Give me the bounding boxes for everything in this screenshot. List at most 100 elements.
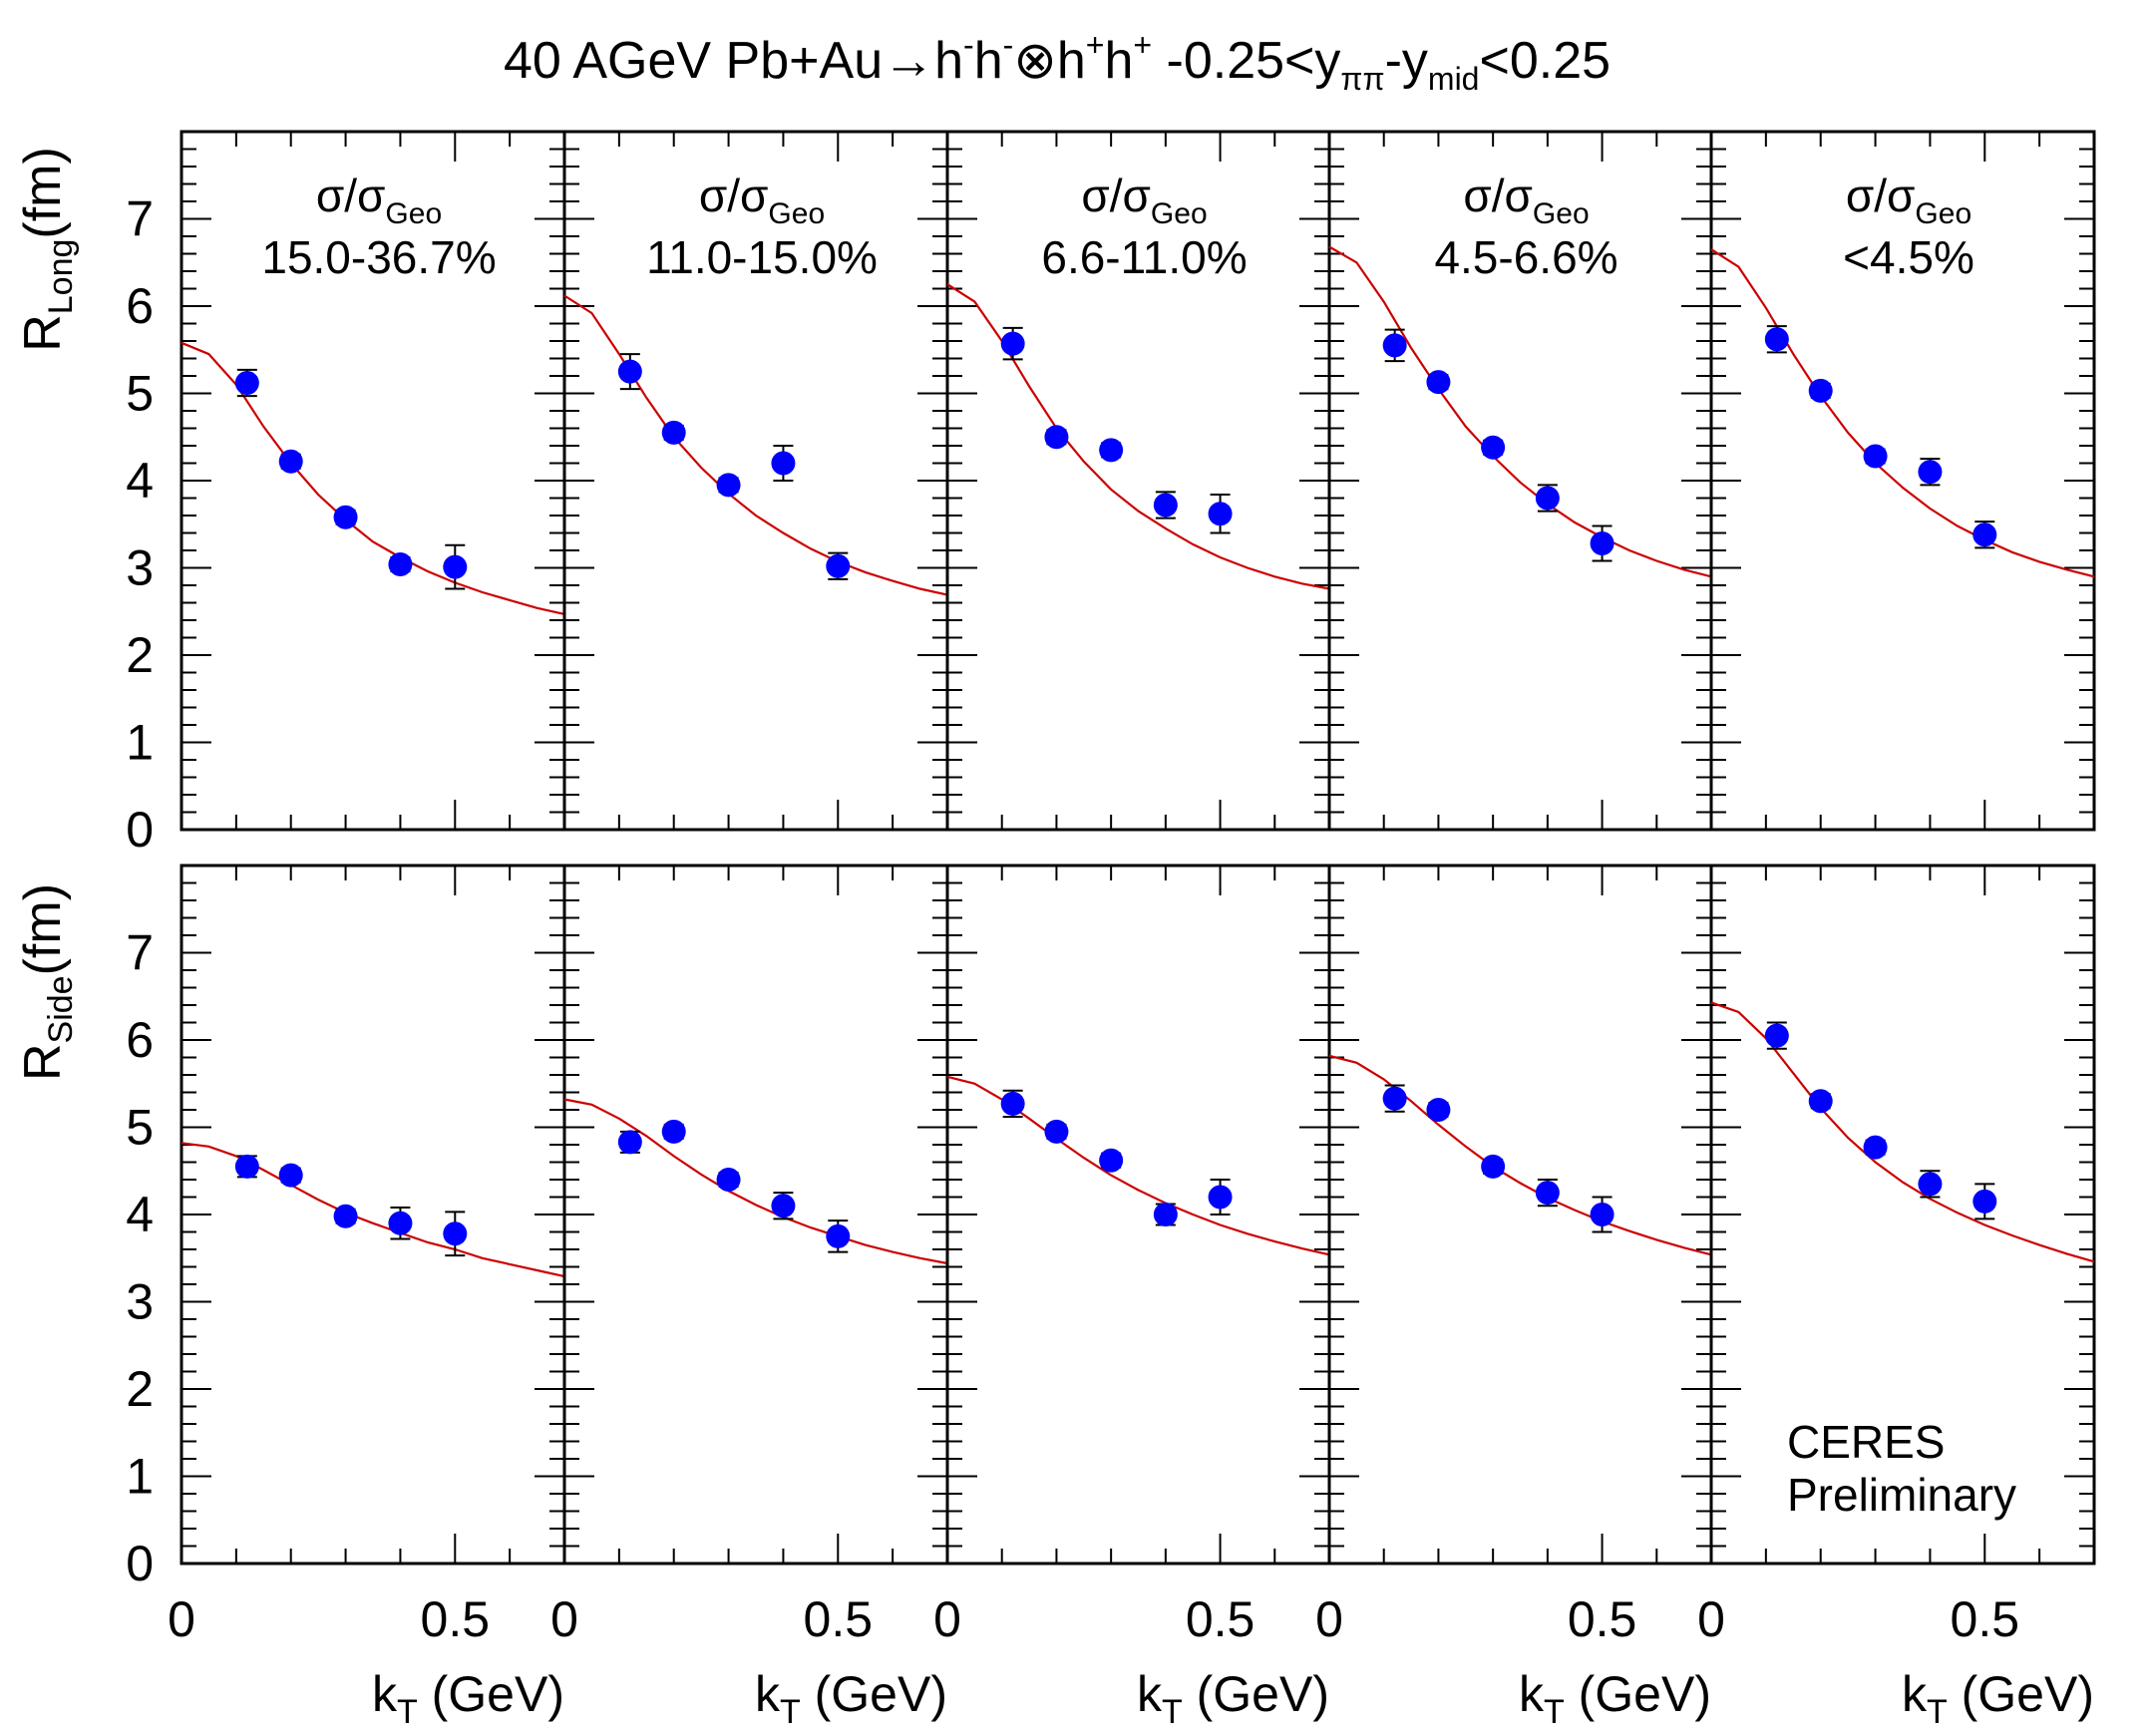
row-0-panel-1-data-point <box>617 359 642 384</box>
panel-0-xtick-label: 0.5 <box>421 1591 491 1647</box>
row-0-panel-1-data-point <box>661 420 686 445</box>
panel-1-xtick-label: 0.5 <box>804 1591 874 1647</box>
panel-3-xlabel: kT (GeV) <box>1519 1666 1711 1731</box>
figure-title: 40 AGeV Pb+Au→h-h-⊗h+h+ -0.25<yππ-ymid<0… <box>504 27 1611 97</box>
row-0-panel-0-header: σ/σGeo <box>316 170 442 230</box>
row-0-panel-3-data-point <box>1426 370 1451 395</box>
panel-0-xtick-label: 0 <box>168 1591 195 1647</box>
row-1-panel-3-data-point <box>1382 1086 1407 1111</box>
row-0-panel-2-data-point <box>1153 493 1178 518</box>
row-0-panel-4-data-point <box>1764 327 1789 352</box>
row-1-panel-0-data-point <box>333 1204 358 1228</box>
panel-2-xtick-label: 0 <box>933 1591 961 1647</box>
row-0-panel-3-data-point <box>1590 531 1614 555</box>
row-0-panel-0-data-point <box>388 552 413 576</box>
row-0-panel-1-data-point <box>826 553 851 578</box>
row-1-panel-2-data-point <box>1153 1203 1178 1226</box>
row-1-panel-3-fit-curve <box>1328 1054 1712 1256</box>
row-1-panel-4-fit-curve <box>1710 1001 2095 1263</box>
row-0-ylabel: RLong(fm) <box>14 147 80 352</box>
row-1-panel-1-data-point <box>826 1223 851 1248</box>
row-1-panel-4-data-point <box>1764 1023 1789 1048</box>
row-1-panel-1-fit-curve <box>563 1098 948 1265</box>
panel-1-xtick-label: 0 <box>550 1591 578 1647</box>
row-0-panel-2-data-point <box>1099 438 1124 463</box>
row-0-ytick-label: 1 <box>126 715 154 771</box>
row-0-panel-4-centrality: <4.5% <box>1843 231 1974 283</box>
row-0-panel-4-fit-curve <box>1710 248 2095 578</box>
row-0-ytick-label: 5 <box>126 366 154 422</box>
row-1-ytick-label: 2 <box>126 1361 154 1417</box>
row-1-ytick-label: 0 <box>126 1536 154 1591</box>
row-1-ytick-label: 4 <box>126 1187 154 1242</box>
row-1-panel-0-data-point <box>388 1211 413 1235</box>
row-0-ytick-label: 2 <box>126 627 154 683</box>
row-0-panel-1-data-point <box>771 451 796 476</box>
row-0-panel-0-data-point <box>333 505 358 529</box>
panel-3-xtick-label: 0 <box>1315 1591 1343 1647</box>
row-0-ytick-label: 3 <box>126 540 154 596</box>
row-0-panel-0-data-point <box>278 449 303 474</box>
row-0-panel-3-header: σ/σGeo <box>1463 170 1589 230</box>
row-0-panel-2-centrality: 6.6-11.0% <box>1041 231 1247 283</box>
row-0-ytick-label: 0 <box>126 802 154 858</box>
row-0-ytick-label: 4 <box>126 453 154 509</box>
row-1-panel-3-data-point <box>1426 1098 1451 1122</box>
row-1-panel-4-data-point <box>1972 1189 1997 1214</box>
row-0-panel-1-data-point <box>716 473 741 498</box>
row-1-panel-1-data-point <box>771 1194 796 1218</box>
panel-grid: σ/σGeo15.0-36.7%σ/σGeo11.0-15.0%σ/σGeo6.… <box>126 130 2096 1731</box>
row-1-panel-0-data-point <box>234 1154 259 1179</box>
row-0-panel-2-fit-curve <box>946 283 1330 590</box>
row-1-panel-4-data-point <box>1863 1135 1888 1160</box>
row-0-panel-4-data-point <box>1863 444 1888 469</box>
row-0-panel-4-data-point <box>1972 522 1997 547</box>
row-1-ylabel: RSide(fm) <box>14 883 80 1081</box>
preliminary-label: Preliminary <box>1787 1469 2016 1521</box>
panel-1-xlabel: kT (GeV) <box>755 1666 947 1731</box>
row-0-panel-2-header: σ/σGeo <box>1081 170 1207 230</box>
row-1-panel-1-data-point <box>617 1130 642 1155</box>
row-0-panel-0-fit-curve <box>180 341 565 615</box>
row-0-panel-2-data-point <box>1000 331 1025 356</box>
row-1-panel-0-data-point <box>443 1221 468 1246</box>
row-0-panel-3-fit-curve <box>1328 245 1712 578</box>
row-1-ytick-label: 6 <box>126 1012 154 1068</box>
row-0-panel-0-data-point <box>234 371 259 395</box>
row-1-panel-1-data-point <box>716 1168 741 1192</box>
panel-4-xtick-label: 0 <box>1697 1591 1725 1647</box>
ceres-label: CERES <box>1787 1416 1945 1468</box>
panel-2-xtick-label: 0.5 <box>1186 1591 1255 1647</box>
row-1-panel-4-data-point <box>1918 1172 1943 1197</box>
row-1-ytick-label: 3 <box>126 1274 154 1330</box>
row-0-panel-1-centrality: 11.0-15.0% <box>646 231 878 283</box>
row-0-panel-3-data-point <box>1382 333 1407 358</box>
row-1-panel-3-data-point <box>1535 1181 1560 1206</box>
row-1-panel-4 <box>1709 864 2096 1565</box>
panel-0-xlabel: kT (GeV) <box>372 1666 564 1731</box>
row-0-panel-0-data-point <box>443 554 468 579</box>
row-0-panel-3-data-point <box>1481 435 1506 460</box>
row-1-panel-4-data-point <box>1808 1089 1833 1114</box>
row-1-ytick-label: 1 <box>126 1449 154 1505</box>
panel-4-xtick-label: 0.5 <box>1951 1591 2020 1647</box>
row-0-panel-4-header: σ/σGeo <box>1846 170 1972 230</box>
row-1-panel-0-data-point <box>278 1163 303 1188</box>
row-0-panel-2-data-point <box>1044 425 1069 450</box>
row-0-panel-3-data-point <box>1535 486 1560 511</box>
row-1-panel-3-data-point <box>1481 1154 1506 1179</box>
row-0-panel-4-data-point <box>1918 460 1943 485</box>
row-1-panel-2-data-point <box>1000 1091 1025 1116</box>
row-0-ytick-label: 7 <box>126 191 154 247</box>
row-1-panel-3-data-point <box>1590 1203 1614 1226</box>
panel-2-xlabel: kT (GeV) <box>1137 1666 1329 1731</box>
row-0-ytick-label: 6 <box>126 278 154 334</box>
row-0-panel-3-centrality: 4.5-6.6% <box>1434 231 1617 283</box>
row-1-panel-2-data-point <box>1208 1185 1233 1210</box>
